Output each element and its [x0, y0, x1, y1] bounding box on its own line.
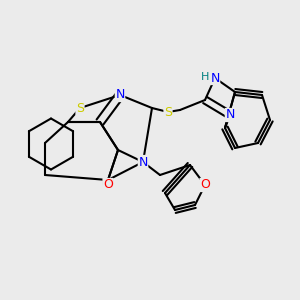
Text: H: H	[201, 71, 209, 82]
Text: N: N	[225, 109, 235, 122]
Text: N: N	[138, 155, 148, 169]
Text: O: O	[200, 178, 210, 191]
Text: N: N	[210, 71, 220, 85]
Text: O: O	[103, 178, 113, 191]
Text: N: N	[115, 88, 125, 101]
Text: S: S	[164, 106, 172, 118]
Text: S: S	[76, 101, 84, 115]
